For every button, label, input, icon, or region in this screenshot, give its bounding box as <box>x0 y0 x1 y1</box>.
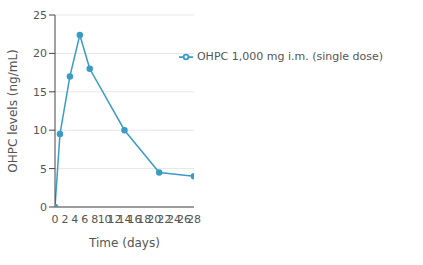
svg-text:15: 15 <box>33 86 47 99</box>
svg-text:10: 10 <box>33 124 47 137</box>
svg-text:25: 25 <box>33 9 47 22</box>
svg-text:0: 0 <box>52 213 59 226</box>
svg-text:4: 4 <box>71 213 78 226</box>
svg-text:0: 0 <box>40 201 47 214</box>
svg-text:2: 2 <box>61 213 68 226</box>
svg-text:OHPC levels (ng/mL): OHPC levels (ng/mL) <box>8 49 20 173</box>
svg-text:6: 6 <box>81 213 88 226</box>
svg-text:5: 5 <box>40 163 47 176</box>
svg-text:20: 20 <box>33 47 47 60</box>
svg-text:Time (days): Time (days) <box>88 236 160 250</box>
svg-text:28: 28 <box>187 213 201 226</box>
